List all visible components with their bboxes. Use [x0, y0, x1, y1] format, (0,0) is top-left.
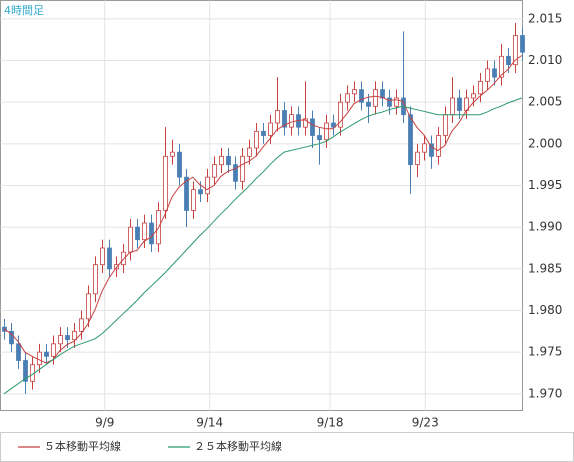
y-tick-label: 1.975: [528, 345, 562, 359]
candle-body: [366, 101, 371, 107]
legend-label: ２５本移動平均線: [194, 439, 282, 453]
candle-body: [16, 343, 21, 361]
candle-body: [289, 114, 294, 128]
x-tick-label: 9/14: [196, 416, 223, 430]
candle-body: [520, 35, 525, 53]
candle-body: [233, 164, 238, 182]
candle-body: [184, 176, 189, 211]
candle-body: [149, 222, 154, 245]
y-tick-label: 2.005: [528, 95, 562, 109]
candle-body: [240, 155, 245, 182]
candle-body: [506, 55, 511, 66]
y-tick-label: 1.970: [528, 386, 562, 400]
y-tick-label: 2.010: [528, 53, 562, 67]
candle-body: [394, 97, 399, 107]
candle-body: [100, 247, 105, 266]
candle-body: [457, 97, 462, 111]
candle-body: [142, 222, 147, 241]
y-tick-label: 2.015: [528, 11, 562, 25]
plot-area: [0, 0, 523, 411]
candle-body: [163, 155, 168, 211]
candle-body: [352, 89, 357, 95]
candle-body: [513, 35, 518, 66]
candle-body: [93, 264, 98, 295]
candle-body: [86, 293, 91, 320]
candle-body: [44, 351, 49, 357]
candle-body: [478, 80, 483, 95]
y-tick-label: 1.980: [528, 303, 562, 317]
y-tick-label: 1.985: [528, 261, 562, 275]
candle-body: [65, 335, 70, 341]
candle-body: [177, 151, 182, 178]
candle-body: [282, 110, 287, 128]
y-tick-label: 2.000: [528, 136, 562, 150]
candle-body: [72, 330, 77, 341]
ma-line: [3, 55, 523, 364]
candle-body: [268, 122, 273, 136]
legend-box: [0, 432, 574, 462]
candle-body: [121, 251, 126, 266]
candle-body: [170, 151, 175, 157]
candle-body: [471, 93, 476, 99]
x-tick-label: 9/9: [95, 416, 114, 430]
candle-body: [387, 97, 392, 107]
candle-body: [275, 110, 280, 124]
y-tick-label: 1.995: [528, 178, 562, 192]
candle-body: [345, 93, 350, 103]
candle-body: [261, 130, 266, 136]
marks: [2, 23, 525, 395]
candle-body: [37, 351, 42, 366]
x-tick-label: 9/23: [412, 416, 439, 430]
candle-body: [23, 360, 28, 382]
candle-body: [317, 135, 322, 141]
grid: [0, 0, 523, 411]
candle-body: [359, 89, 364, 103]
candle-body: [247, 147, 252, 157]
candle-body: [254, 130, 259, 149]
x-tick-label: 9/18: [317, 416, 344, 430]
candle-body: [499, 55, 504, 78]
candle-body: [58, 335, 63, 345]
candle-body: [422, 143, 427, 153]
candle-body: [436, 135, 441, 157]
candle-body: [79, 318, 84, 332]
candle-body: [51, 343, 56, 357]
candle-body: [226, 155, 231, 166]
candle-body: [338, 101, 343, 128]
candle-body: [191, 189, 196, 211]
candle-body: [408, 114, 413, 166]
candle-body: [485, 68, 490, 82]
ma-line: [3, 97, 522, 395]
chart-title: 4時間足: [4, 4, 44, 17]
legend-label: ５本移動平均線: [44, 439, 121, 453]
candle-body: [128, 226, 133, 253]
candle-body: [324, 122, 329, 141]
candle-body: [310, 118, 315, 136]
candle-body: [135, 226, 140, 241]
candle-body: [303, 118, 308, 128]
candle-body: [373, 89, 378, 107]
candle-body: [450, 97, 455, 116]
candle-body: [198, 189, 203, 195]
candle-body: [331, 122, 336, 128]
candle-body: [107, 247, 112, 270]
candle-body: [443, 114, 448, 136]
candle-body: [415, 151, 420, 166]
candle-body: [429, 143, 434, 157]
candle-body: [492, 68, 497, 78]
candle-body: [9, 330, 14, 345]
y-tick-label: 1.990: [528, 220, 562, 234]
candle-body: [219, 155, 224, 166]
candle-body: [212, 164, 217, 178]
candle-body: [205, 176, 210, 195]
